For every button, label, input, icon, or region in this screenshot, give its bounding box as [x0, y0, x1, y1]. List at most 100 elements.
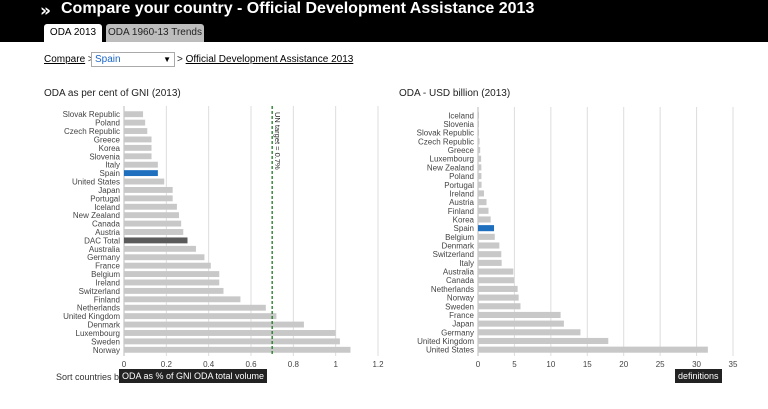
- bar-luxembourg[interactable]: [124, 330, 336, 336]
- tick-label: 1.2: [372, 360, 384, 369]
- bar-sweden[interactable]: [124, 338, 340, 345]
- bar-slovak-republic[interactable]: [124, 111, 144, 118]
- breadcrumb-separator-2: >: [177, 54, 183, 65]
- bar-greece[interactable]: [478, 147, 481, 154]
- bar-germany[interactable]: [124, 254, 205, 261]
- category-label: Luxembourg: [76, 329, 120, 338]
- bar-korea[interactable]: [124, 144, 152, 151]
- definitions-button[interactable]: definitions: [675, 369, 722, 383]
- category-label: United States: [72, 178, 120, 187]
- bar-spain[interactable]: [478, 225, 495, 232]
- bar-switzerland[interactable]: [478, 251, 502, 258]
- tick-label: 0.8: [288, 360, 300, 369]
- bar-spain[interactable]: [124, 170, 158, 177]
- bar-france[interactable]: [124, 262, 211, 269]
- bar-portugal[interactable]: [478, 181, 482, 188]
- category-label: Slovak Republic: [63, 110, 120, 119]
- bar-dac-total[interactable]: [124, 237, 188, 244]
- category-label: Portugal: [444, 181, 474, 190]
- bar-new-zealand[interactable]: [478, 164, 482, 171]
- category-label: Denmark: [442, 242, 475, 251]
- category-label: Ireland: [96, 278, 120, 287]
- compare-link[interactable]: Compare: [44, 54, 86, 65]
- bar-austria[interactable]: [124, 229, 184, 235]
- category-label: Slovenia: [89, 152, 120, 161]
- tick-label: 35: [729, 360, 738, 369]
- tick-label: 20: [619, 360, 628, 369]
- category-label: Finland: [448, 207, 474, 216]
- bar-slovenia[interactable]: [124, 153, 152, 160]
- tick-label: 15: [583, 360, 592, 369]
- bar-poland[interactable]: [478, 173, 482, 180]
- bar-belgium[interactable]: [124, 271, 220, 278]
- bar-finland[interactable]: [478, 207, 489, 214]
- country-select[interactable]: Spain ▼: [91, 52, 175, 67]
- bar-luxembourg[interactable]: [478, 155, 482, 162]
- sort-volume-button[interactable]: ODA total volume: [191, 369, 268, 383]
- bar-japan[interactable]: [124, 186, 173, 193]
- category-label: Italy: [105, 161, 120, 170]
- bar-australia[interactable]: [124, 245, 196, 252]
- bar-japan[interactable]: [478, 320, 564, 327]
- bar-portugal[interactable]: [124, 195, 173, 202]
- category-label: Germany: [87, 253, 120, 262]
- category-label: Greece: [448, 146, 475, 155]
- category-label: United Kingdom: [417, 337, 474, 346]
- sort-gni-button[interactable]: ODA as % of GNI: [119, 369, 196, 383]
- bar-iceland[interactable]: [478, 112, 479, 119]
- bar-netherlands[interactable]: [124, 304, 266, 311]
- bar-slovenia[interactable]: [478, 120, 479, 128]
- category-label: New Zealand: [73, 211, 120, 220]
- bar-germany[interactable]: [478, 329, 581, 336]
- bar-australia[interactable]: [478, 268, 514, 275]
- header-bar: » Compare your country - Official Develo…: [0, 0, 768, 42]
- tab-oda-trends[interactable]: ODA 1960-13 Trends: [106, 24, 204, 42]
- bar-italy[interactable]: [124, 161, 158, 168]
- bar-denmark[interactable]: [478, 242, 500, 249]
- bar-belgium[interactable]: [478, 233, 495, 240]
- category-label: France: [95, 262, 120, 271]
- category-label: Spain: [454, 224, 474, 233]
- bar-iceland[interactable]: [124, 203, 177, 210]
- category-label: United States: [426, 346, 474, 355]
- bar-france[interactable]: [478, 311, 561, 318]
- bar-canada[interactable]: [478, 277, 515, 284]
- bar-italy[interactable]: [478, 259, 502, 266]
- bar-czech-republic[interactable]: [478, 138, 480, 145]
- bar-finland[interactable]: [124, 296, 241, 303]
- tick-label: 0: [476, 360, 481, 369]
- bar-sweden[interactable]: [478, 303, 521, 310]
- bar-poland[interactable]: [124, 119, 146, 126]
- tick-label: 25: [656, 360, 665, 369]
- bar-canada[interactable]: [124, 220, 182, 227]
- category-label: Canada: [446, 276, 475, 285]
- chart1-title: ODA as per cent of GNI (2013): [44, 88, 181, 99]
- page-link[interactable]: Official Development Assistance 2013: [185, 54, 354, 65]
- bar-united-kingdom[interactable]: [478, 337, 609, 345]
- tab-oda-2013[interactable]: ODA 2013: [44, 24, 102, 42]
- category-label: Belgium: [445, 233, 474, 242]
- bar-switzerland[interactable]: [124, 287, 224, 294]
- bar-austria[interactable]: [478, 199, 487, 206]
- bar-united-states[interactable]: [478, 346, 708, 353]
- bar-korea[interactable]: [478, 216, 491, 223]
- category-label: Switzerland: [433, 250, 474, 259]
- bar-united-kingdom[interactable]: [124, 313, 277, 320]
- category-label: Sweden: [91, 337, 120, 346]
- bar-denmark[interactable]: [124, 321, 304, 328]
- bar-ireland[interactable]: [124, 279, 220, 286]
- sort-label: Sort countries by: [56, 372, 124, 382]
- bar-czech-republic[interactable]: [124, 128, 148, 134]
- category-label: Japan: [452, 320, 474, 329]
- bar-united-states[interactable]: [124, 178, 165, 185]
- bar-greece[interactable]: [124, 136, 152, 143]
- breadcrumb-current: > Official Development Assistance 2013: [177, 53, 353, 67]
- bar-new-zealand[interactable]: [124, 212, 180, 219]
- category-label: Netherlands: [431, 285, 474, 294]
- bar-norway[interactable]: [124, 346, 351, 353]
- bar-ireland[interactable]: [478, 190, 484, 197]
- bar-netherlands[interactable]: [478, 285, 518, 292]
- bar-norway[interactable]: [478, 294, 519, 301]
- bar-slovak-republic[interactable]: [478, 129, 479, 136]
